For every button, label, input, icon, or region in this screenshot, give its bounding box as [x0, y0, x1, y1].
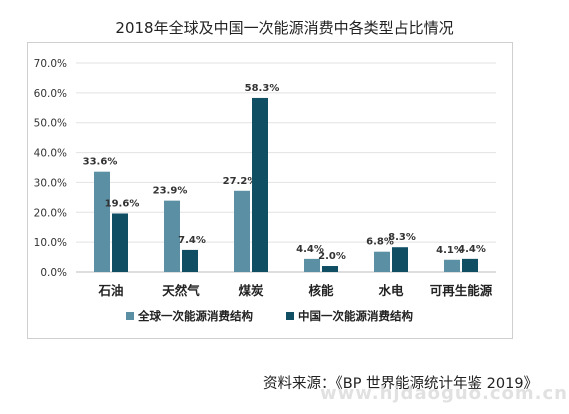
- bar: [462, 258, 478, 272]
- legend-swatch: [286, 312, 294, 320]
- bar: [444, 259, 460, 272]
- data-label: 23.9%: [153, 186, 188, 197]
- data-label: 33.6%: [83, 157, 118, 168]
- bar: [112, 213, 128, 272]
- x-tick-label: 天然气: [162, 283, 200, 298]
- bar: [252, 97, 268, 272]
- bar: [234, 190, 250, 272]
- y-tick-label: 0.0%: [40, 267, 67, 279]
- chart-frame: 0.0% 10.0% 20.0% 30.0% 40.0% 50.0% 60.0% 70.0% 3…: [27, 42, 513, 339]
- bar: [94, 171, 110, 272]
- y-tick-label: 20.0%: [34, 207, 67, 219]
- bar: [304, 258, 320, 272]
- data-label: 4.4%: [296, 244, 324, 255]
- y-tick-label: 60.0%: [34, 88, 67, 100]
- y-tick-label: 30.0%: [34, 177, 67, 189]
- bar: [374, 251, 390, 272]
- y-tick-label: 40.0%: [34, 148, 67, 160]
- bar: [322, 266, 338, 272]
- data-label: 6.8%: [366, 237, 394, 248]
- y-tick-label: 10.0%: [34, 237, 67, 249]
- x-tick-label: 煤炭: [238, 283, 264, 298]
- data-label: 2.0%: [318, 251, 346, 262]
- data-label: 4.4%: [458, 244, 486, 255]
- bar: [392, 247, 408, 272]
- x-tick-label: 核能: [308, 283, 334, 298]
- watermark: www.hjdaoguo.com.cn: [320, 383, 568, 404]
- legend-swatch: [126, 312, 134, 320]
- data-label: 7.4%: [178, 235, 206, 246]
- data-label: 4.1%: [436, 245, 464, 256]
- data-label: 19.6%: [105, 198, 140, 209]
- legend-label: 中国一次能源消费结构: [298, 309, 413, 323]
- bar: [164, 200, 180, 272]
- legend-label: 全球一次能源消费结构: [137, 309, 253, 323]
- x-tick-label: 可再生能源: [430, 283, 493, 298]
- data-label: 27.2%: [223, 176, 258, 187]
- data-label: 8.3%: [388, 232, 416, 243]
- source-note: 资料来源：《BP 世界能源统计年鉴 2019》: [263, 376, 539, 392]
- x-tick-label: 石油: [97, 283, 123, 298]
- y-tick-label: 70.0%: [34, 58, 67, 70]
- y-tick-label: 50.0%: [34, 118, 67, 130]
- bar: [182, 249, 198, 272]
- bar-chart: 0.0% 10.0% 20.0% 30.0% 40.0% 50.0% 60.0% 70.0% 3…: [34, 58, 496, 323]
- x-tick-label: 水电: [378, 283, 404, 298]
- data-label: 58.3%: [245, 83, 280, 94]
- chart-title: 2018年全球及中国一次能源消费中各类型占比情况: [115, 19, 454, 37]
